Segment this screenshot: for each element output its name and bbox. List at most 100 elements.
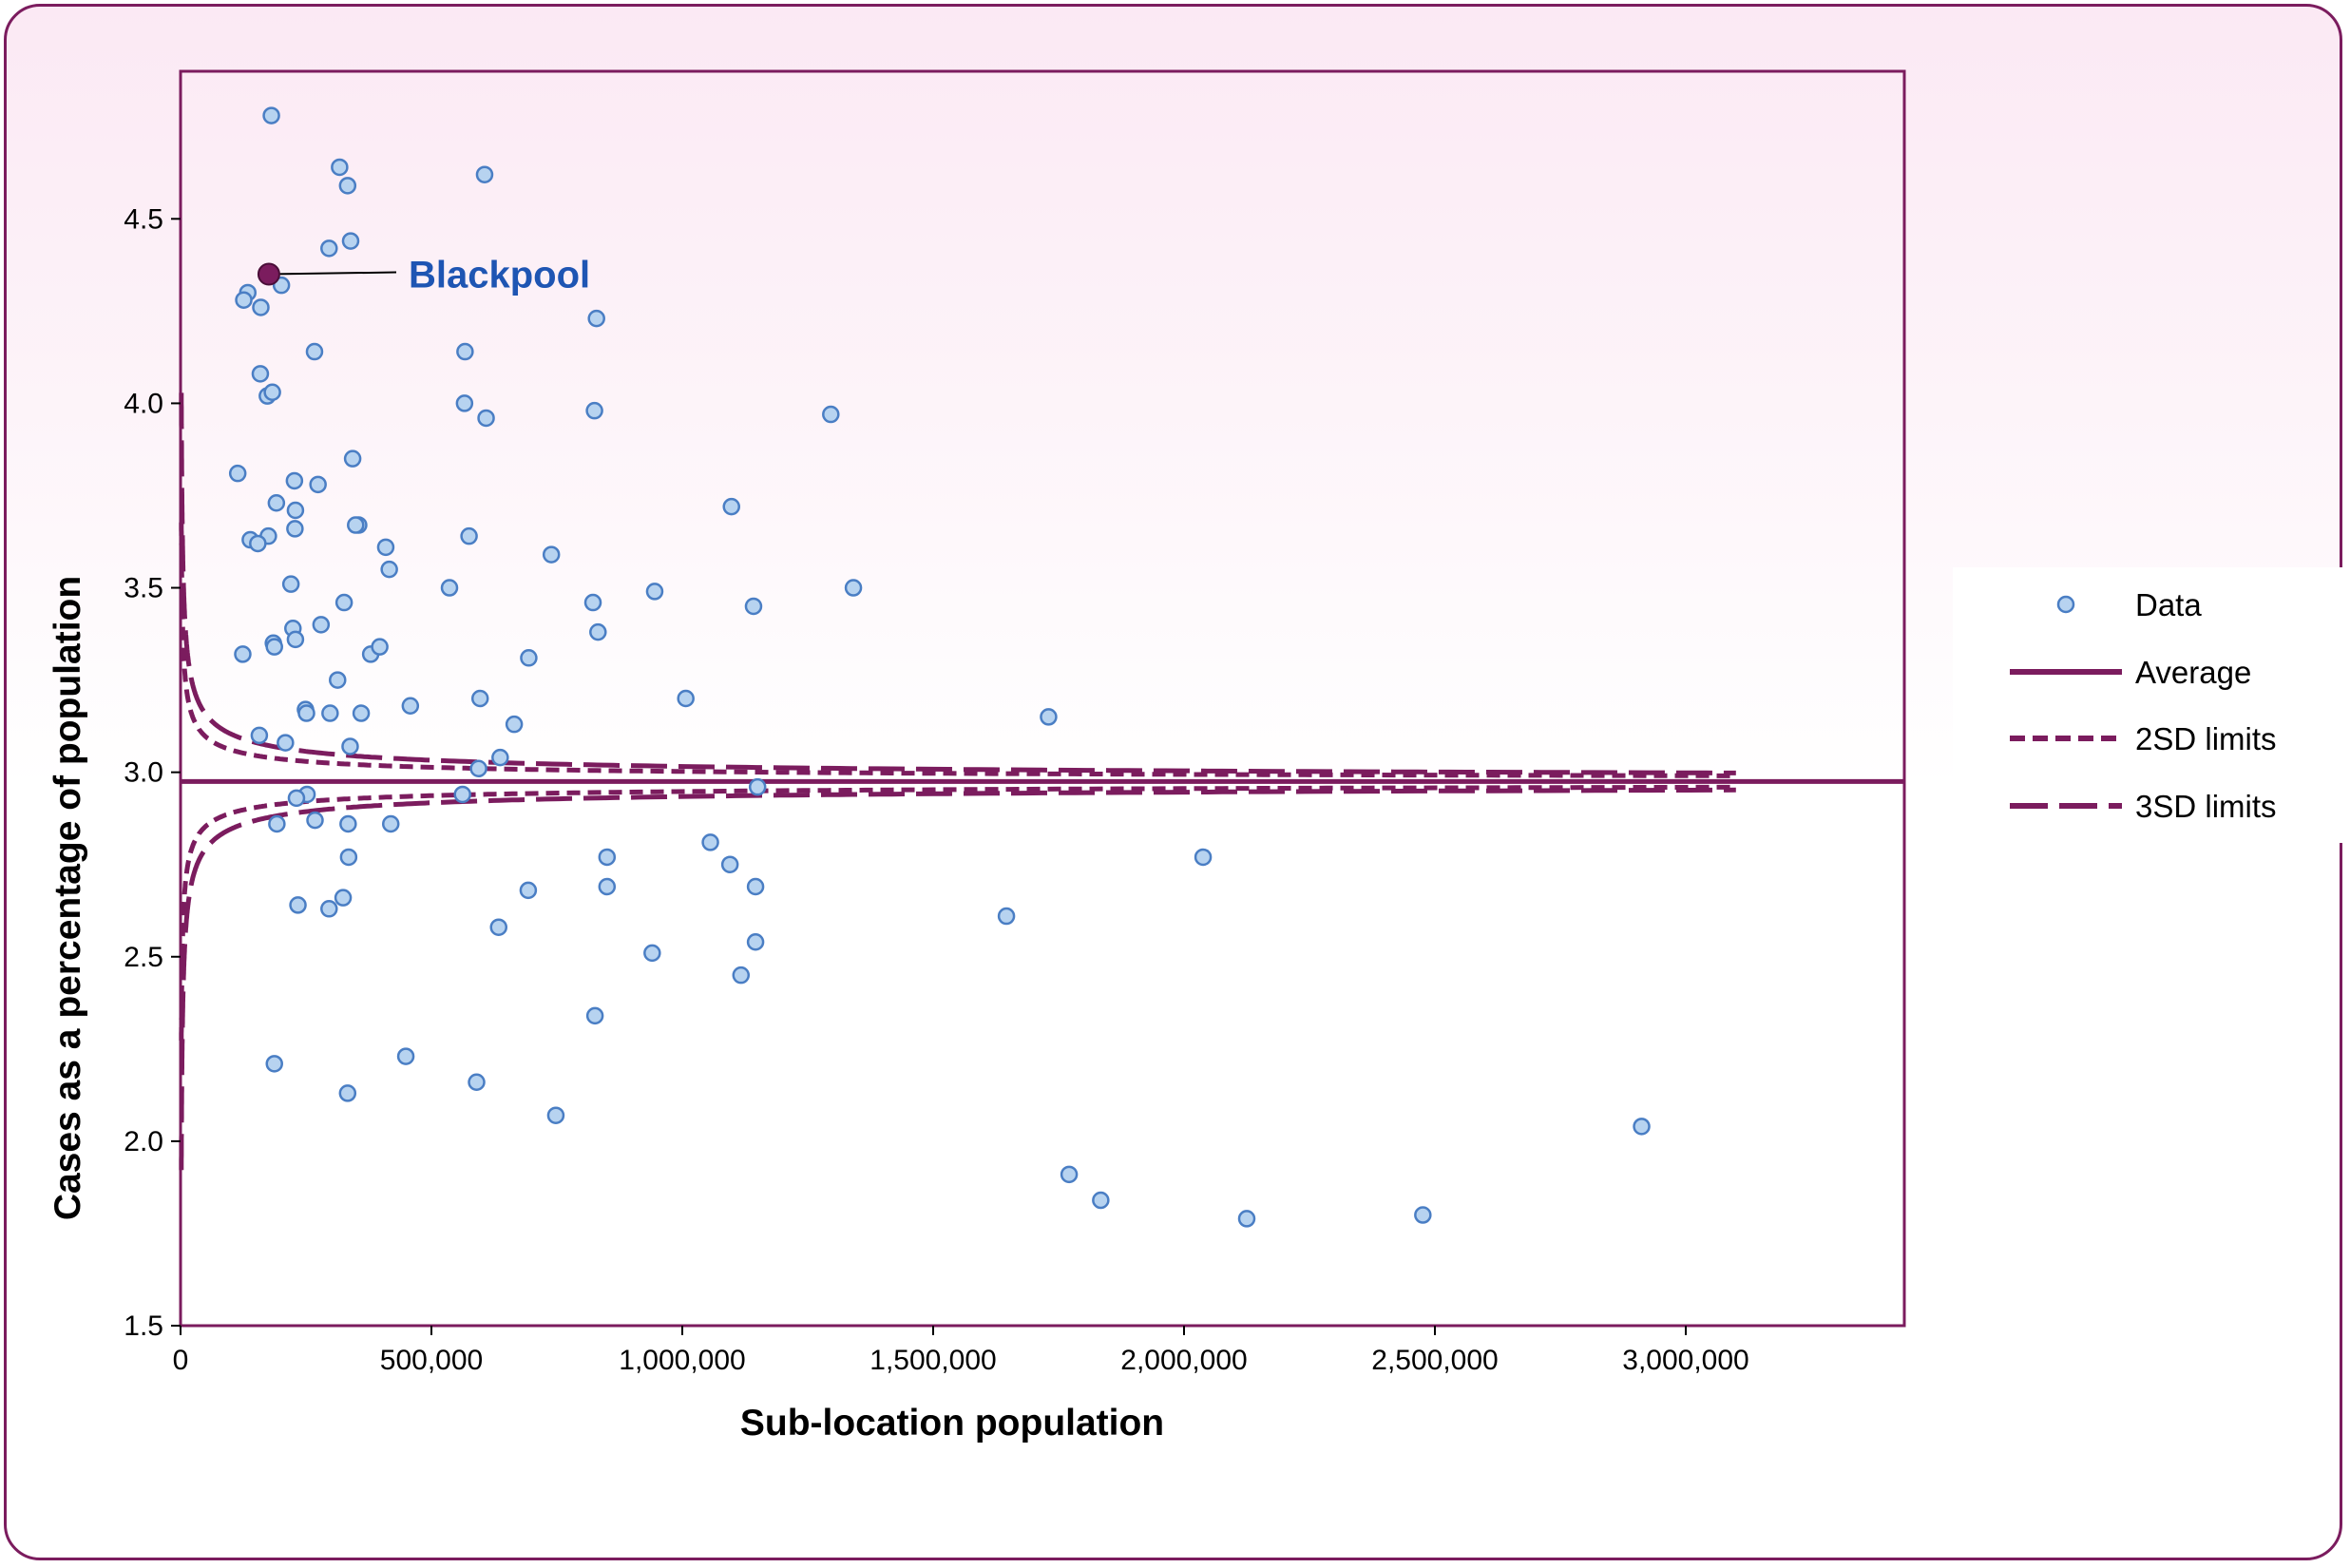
- data-point: [297, 704, 315, 722]
- x-axis-ticks: 0 500,000 1,000,000 1,500,000 2,000,000 2,500…: [173, 1326, 1749, 1376]
- data-point: [744, 597, 763, 616]
- plot-area: [179, 69, 1906, 1328]
- data-point: [748, 777, 767, 796]
- x-tick-label: 1,000,000: [619, 1345, 745, 1376]
- data-point: [312, 616, 331, 634]
- data-point: [234, 645, 252, 663]
- data-point: [469, 759, 487, 778]
- data-point: [396, 1047, 415, 1065]
- data-point: [371, 638, 389, 656]
- x-tick-label: 1,500,000: [869, 1345, 996, 1376]
- data-point: [440, 579, 459, 597]
- data-points: [228, 106, 1651, 1228]
- data-point: [329, 671, 347, 689]
- chart-frame: Blackpool 1.5 2.0 2.5 3.0 3.5 4.0 4.5 0 500,000…: [4, 4, 2345, 1560]
- data-point: [598, 848, 617, 867]
- data-point: [262, 106, 280, 124]
- reference-lines: [179, 392, 1904, 1171]
- data-point: [645, 583, 664, 601]
- data-point: [746, 932, 765, 951]
- data-point: [338, 177, 357, 195]
- data-point: [701, 833, 719, 851]
- data-point: [334, 889, 353, 907]
- data-point: [746, 877, 765, 896]
- upper-3sd-limit: [179, 392, 1736, 775]
- legend-box: [1953, 567, 2345, 843]
- data-point: [491, 748, 509, 767]
- data-point: [822, 405, 840, 424]
- data-point: [453, 785, 471, 804]
- data-point: [281, 575, 300, 593]
- data-point: [468, 1073, 486, 1092]
- data-point: [720, 855, 739, 873]
- lower-2sd-limit: [179, 784, 1736, 1041]
- data-point: [287, 789, 306, 808]
- data-point: [477, 409, 495, 428]
- data-point: [401, 697, 420, 716]
- y-tick-label: 1.5: [124, 1310, 163, 1342]
- data-point: [277, 734, 295, 752]
- data-point: [286, 520, 304, 538]
- data-point: [381, 814, 400, 833]
- data-point: [250, 726, 269, 745]
- data-point: [456, 342, 474, 361]
- data-point: [286, 630, 305, 649]
- data-point: [251, 365, 270, 383]
- data-point: [520, 649, 538, 667]
- lower-3sd-limit: [179, 787, 1736, 1171]
- x-axis-title: Sub-location population: [740, 1403, 1164, 1444]
- data-point: [265, 1055, 283, 1073]
- data-point: [321, 704, 339, 722]
- legend: Data Average 2SD limits 3SD limits: [1953, 567, 2345, 843]
- data-point: [585, 1006, 604, 1025]
- x-tick-label: 500,000: [380, 1345, 483, 1376]
- data-point: [263, 383, 281, 402]
- funnel-plot: Blackpool 1.5 2.0 2.5 3.0 3.5 4.0 4.5 0 500,000…: [48, 69, 2345, 1444]
- data-point: [343, 449, 362, 468]
- data-point: [320, 239, 338, 258]
- data-point: [677, 689, 695, 708]
- data-point: [289, 896, 307, 914]
- data-point: [1237, 1210, 1256, 1228]
- legend-label: 3SD limits: [2135, 789, 2277, 824]
- blackpool-highlight: Blackpool: [257, 255, 590, 296]
- data-point: [228, 464, 247, 483]
- data-point: [598, 877, 617, 896]
- blackpool-label: Blackpool: [409, 255, 590, 296]
- data-point: [589, 622, 607, 641]
- blackpool-point: [257, 262, 280, 286]
- data-point: [542, 545, 561, 564]
- y-axis-title: Cases as a percentage of population: [48, 576, 88, 1220]
- data-point: [1092, 1191, 1110, 1210]
- y-tick-label: 4.0: [124, 388, 163, 419]
- data-point: [339, 814, 357, 833]
- data-point: [286, 501, 305, 520]
- legend-data-marker: [2056, 595, 2075, 614]
- data-point: [489, 918, 508, 936]
- data-point: [505, 715, 524, 734]
- data-point: [519, 881, 538, 900]
- upper-2sd-limit: [179, 522, 1736, 778]
- data-point: [347, 516, 365, 534]
- data-point: [732, 966, 751, 985]
- data-point: [309, 475, 327, 494]
- x-tick-label: 2,000,000: [1120, 1345, 1247, 1376]
- data-point: [470, 689, 489, 708]
- data-point: [352, 704, 371, 722]
- data-point: [380, 560, 398, 579]
- data-point: [376, 538, 395, 557]
- data-point: [305, 342, 324, 361]
- data-point: [997, 907, 1016, 926]
- x-tick-label: 2,500,000: [1371, 1345, 1498, 1376]
- legend-label: Data: [2135, 587, 2202, 622]
- data-point: [341, 737, 359, 755]
- data-point: [306, 811, 324, 830]
- data-point: [338, 1084, 357, 1102]
- data-point: [268, 814, 286, 833]
- data-point: [460, 526, 478, 545]
- y-tick-label: 3.0: [124, 757, 163, 789]
- data-point: [252, 298, 270, 316]
- data-point: [235, 291, 253, 309]
- y-tick-label: 2.5: [124, 942, 163, 973]
- y-tick-label: 3.5: [124, 573, 163, 604]
